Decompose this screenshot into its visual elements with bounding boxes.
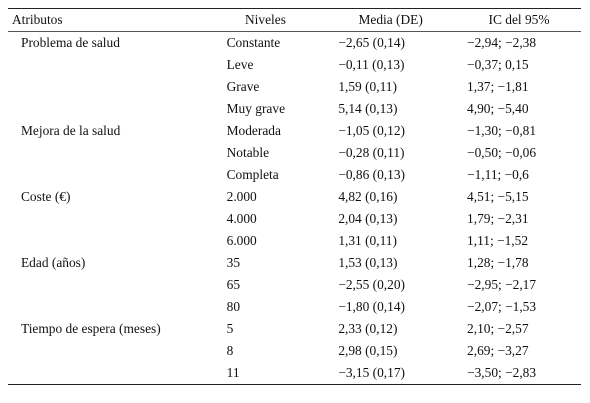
- mean-cell: 5,14 (0,13): [338, 101, 398, 116]
- table-row: Leve −0,11 (0,13) −0,37; 0,15: [8, 54, 581, 76]
- level-cell: Constante: [226, 35, 281, 50]
- mean-cell: −0,28 (0,11): [338, 145, 405, 160]
- attribute-cell: [8, 98, 207, 120]
- ci-cell: 4,51; −5,15: [467, 189, 529, 204]
- ci-cell: −0,37; 0,15: [467, 57, 529, 72]
- header-mean: Media (DE): [324, 8, 458, 32]
- table-row: Grave 1,59 (0,11) 1,37; −1,81: [8, 76, 581, 98]
- table-row: 4.000 2,04 (0,13) 1,79; −2,31: [8, 208, 581, 230]
- mean-cell: 2,98 (0,15): [338, 343, 398, 358]
- attribute-cell: Problema de salud: [21, 35, 120, 50]
- level-cell: Completa: [226, 167, 279, 182]
- attribute-cell: Coste (€): [21, 189, 71, 204]
- table-row: Muy grave 5,14 (0,13) 4,90; −5,40: [8, 98, 581, 120]
- mean-cell: −1,80 (0,14): [338, 299, 405, 314]
- level-cell: 8: [226, 343, 234, 358]
- attribute-cell: [8, 164, 207, 186]
- level-cell: 80: [226, 299, 241, 314]
- results-table: Atributos Niveles Media (DE) IC del 95% …: [8, 8, 581, 385]
- table-row: 65 −2,55 (0,20) −2,95; −2,17: [8, 274, 581, 296]
- ci-cell: −2,07; −1,53: [467, 299, 537, 314]
- level-cell: 11: [206, 362, 325, 385]
- attribute-cell: [8, 142, 207, 164]
- table-row: Problema de salud Constante −2,65 (0,14) −2…: [8, 32, 581, 55]
- mean-cell: 2,04 (0,13): [338, 211, 398, 226]
- table-row: Edad (años) 35 1,53 (0,13) 1,28; −1,78: [8, 252, 581, 274]
- table-row: Notable −0,28 (0,11) −0,50; −0,06: [8, 142, 581, 164]
- attribute-cell: [8, 76, 207, 98]
- ci-cell: 2,10; −2,57: [467, 321, 529, 336]
- mean-cell: −0,11 (0,13): [338, 57, 405, 72]
- level-cell: 5: [226, 321, 234, 336]
- mean-cell: 1,53 (0,13): [338, 255, 398, 270]
- ci-cell: −3,50; −2,83: [457, 362, 581, 385]
- attribute-cell: Tiempo de espera (meses): [21, 321, 161, 336]
- attribute-cell: [8, 274, 207, 296]
- level-cell: 6.000: [226, 233, 257, 248]
- attribute-cell: [8, 340, 207, 362]
- mean-cell: 2,33 (0,12): [338, 321, 398, 336]
- level-cell: Leve: [226, 57, 254, 72]
- table-row: 80 −1,80 (0,14) −2,07; −1,53: [8, 296, 581, 318]
- ci-cell: −0,50; −0,06: [467, 145, 537, 160]
- table-row: 6.000 1,31 (0,11) 1,11; −1,52: [8, 230, 581, 252]
- mean-cell: −2,65 (0,14): [338, 35, 405, 50]
- level-cell: Notable: [226, 145, 270, 160]
- table-header: Atributos Niveles Media (DE) IC del 95%: [8, 8, 581, 32]
- header-row: Atributos Niveles Media (DE) IC del 95%: [8, 8, 581, 32]
- mean-cell: −2,55 (0,20): [338, 277, 405, 292]
- ci-cell: −2,95; −2,17: [467, 277, 537, 292]
- attribute-cell: [8, 362, 207, 385]
- header-levels: Niveles: [206, 8, 325, 32]
- ci-cell: 1,37; −1,81: [467, 79, 529, 94]
- attribute-cell: Edad (años): [21, 255, 86, 270]
- table-row: 11 −3,15 (0,17) −3,50; −2,83: [8, 362, 581, 385]
- mean-cell: −0,86 (0,13): [338, 167, 405, 182]
- mean-cell: −3,15 (0,17): [324, 362, 458, 385]
- table-row: Completa −0,86 (0,13) −1,11; −0,6: [8, 164, 581, 186]
- results-table-container: Atributos Niveles Media (DE) IC del 95% …: [8, 8, 581, 385]
- header-ci: IC del 95%: [457, 8, 581, 32]
- level-cell: 65: [226, 277, 241, 292]
- attribute-cell: Mejora de la salud: [21, 123, 121, 138]
- ci-cell: 1,79; −2,31: [467, 211, 529, 226]
- attribute-cell: [8, 296, 207, 318]
- ci-cell: −1,11; −0,6: [467, 167, 529, 182]
- level-cell: Moderada: [226, 123, 281, 138]
- table-body: Problema de salud Constante −2,65 (0,14) −2…: [8, 32, 581, 385]
- mean-cell: 1,59 (0,11): [338, 79, 397, 94]
- level-cell: Muy grave: [226, 101, 286, 116]
- ci-cell: 1,28; −1,78: [467, 255, 529, 270]
- table-row: Tiempo de espera (meses) 5 2,33 (0,12) 2,10…: [8, 318, 581, 340]
- header-attributes: Atributos: [8, 8, 207, 32]
- ci-cell: 4,90; −5,40: [467, 101, 529, 116]
- table-row: Coste (€) 2.000 4,82 (0,16) 4,51; −5,15: [8, 186, 581, 208]
- table-row: Mejora de la salud Moderada −1,05 (0,12) −1…: [8, 120, 581, 142]
- level-cell: Grave: [226, 79, 260, 94]
- ci-cell: −1,30; −0,81: [467, 123, 537, 138]
- table-row: 8 2,98 (0,15) 2,69; −3,27: [8, 340, 581, 362]
- mean-cell: 4,82 (0,16): [338, 189, 398, 204]
- level-cell: 2.000: [226, 189, 257, 204]
- level-cell: 4.000: [226, 211, 257, 226]
- ci-cell: −2,94; −2,38: [467, 35, 537, 50]
- level-cell: 35: [226, 255, 241, 270]
- mean-cell: 1,31 (0,11): [338, 233, 397, 248]
- attribute-cell: [8, 208, 207, 230]
- attribute-cell: [8, 230, 207, 252]
- ci-cell: 2,69; −3,27: [467, 343, 529, 358]
- attribute-cell: [8, 54, 207, 76]
- mean-cell: −1,05 (0,12): [338, 123, 405, 138]
- ci-cell: 1,11; −1,52: [467, 233, 529, 248]
